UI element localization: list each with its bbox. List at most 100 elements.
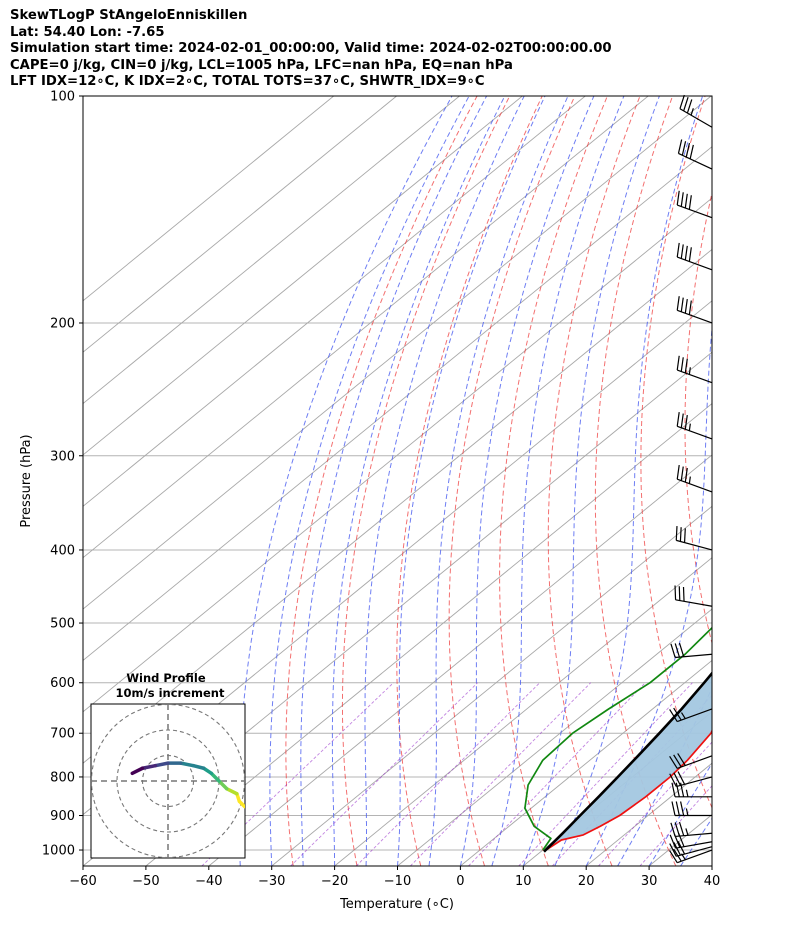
isotherm-gridline xyxy=(208,454,712,866)
y-tick-label: 300 xyxy=(50,449,75,464)
cin-cape-shading xyxy=(544,673,712,852)
hodograph-segment xyxy=(224,786,239,796)
header-location: Lat: 54.40 Lon: -7.65 xyxy=(10,24,165,40)
mixing-ratio-line xyxy=(355,682,541,866)
isotherm-gridline xyxy=(334,557,712,866)
isotherm-gridline xyxy=(83,96,523,456)
hodograph-segment xyxy=(153,761,170,768)
header-station: SkewTLogP StAngeloEnniskillen xyxy=(10,8,248,23)
dry-adiabat xyxy=(547,96,641,866)
dry-adiabat xyxy=(341,96,511,866)
parcel-line xyxy=(543,671,712,853)
hodograph-segment xyxy=(179,761,196,768)
wind-barb xyxy=(669,771,713,788)
wind-barb xyxy=(675,526,713,551)
isotherm-gridline xyxy=(271,505,712,866)
moist-adiabat xyxy=(522,96,660,866)
moist-adiabat xyxy=(711,865,712,866)
isotherm-gridline xyxy=(775,96,794,866)
y-tick-label: 200 xyxy=(50,316,75,331)
isotherm-gridline xyxy=(711,865,712,866)
isotherm-gridline xyxy=(83,96,712,610)
x-tick-label: −60 xyxy=(69,874,96,889)
isotherm-gridline xyxy=(83,197,712,713)
y-tick-label: 700 xyxy=(50,727,75,742)
axes: −60 −50 −40 −30 −20 −10 0 10 20 30 40 100 200 300 400 5… xyxy=(42,90,720,890)
isotherm-gridline xyxy=(83,96,397,353)
isotherm-gridline xyxy=(397,608,712,866)
dry-adiabat xyxy=(728,96,794,866)
x-tick-label: −20 xyxy=(321,874,348,889)
hodograph-segment xyxy=(209,771,221,783)
hodograph-subtitle: 10m/s increment xyxy=(116,686,225,700)
hodograph-title: Wind Profile xyxy=(126,671,206,685)
y-tick-label: 100 xyxy=(50,90,75,105)
x-tick-label: 20 xyxy=(578,874,595,889)
wind-barb xyxy=(676,464,713,493)
moist-adiabat xyxy=(269,96,470,866)
moist-adiabat xyxy=(554,96,704,866)
mixing-ratio-line xyxy=(598,741,712,866)
dewpoint-line xyxy=(524,626,712,851)
x-tick-label: 10 xyxy=(515,874,532,889)
y-tick-label: 800 xyxy=(50,770,75,785)
wind-barb xyxy=(676,242,713,271)
mixing-ratio-line xyxy=(410,682,592,866)
header-cape-line: CAPE=0 j/kg, CIN=0 j/kg, LCL=1005 hPa, L… xyxy=(10,57,513,73)
wind-barb xyxy=(671,801,712,817)
wind-barb xyxy=(674,585,713,607)
temperature-line xyxy=(545,728,712,851)
x-axis-label: Temperature (∘C) xyxy=(339,897,454,912)
chart-header: SkewTLogP StAngeloEnniskillen Lat: 54.40… xyxy=(10,8,612,91)
y-tick-label: 500 xyxy=(50,617,75,632)
dry-adiabat xyxy=(640,96,712,809)
mixing-ratio-line xyxy=(290,682,478,866)
wind-barb xyxy=(676,355,713,384)
isotherm-gridline xyxy=(83,96,586,507)
mixing-ratio-line xyxy=(639,785,712,866)
y-tick-label: 400 xyxy=(50,543,75,558)
header-times: Simulation start time: 2024-02-01_00:00:… xyxy=(10,41,612,57)
wind-barb xyxy=(669,848,713,864)
isotherm-gridline xyxy=(83,146,712,662)
isotherm-gridline xyxy=(83,96,460,405)
hodograph-segment xyxy=(140,763,157,770)
wind-barb xyxy=(676,190,713,219)
wind-barb xyxy=(669,707,713,723)
x-tick-label: −50 xyxy=(132,874,159,889)
moist-adiabat xyxy=(331,96,506,866)
mixing-ratio-line xyxy=(468,682,646,866)
dry-adiabat xyxy=(499,96,608,866)
x-tick-label: −30 xyxy=(258,874,285,889)
wind-barb xyxy=(677,139,713,170)
x-tick-label: 30 xyxy=(641,874,658,889)
wind-barb xyxy=(670,642,713,659)
x-tick-label: 0 xyxy=(456,874,464,889)
x-tick-label: −40 xyxy=(195,874,222,889)
moist-adiabat xyxy=(300,96,488,866)
isotherm-gridline xyxy=(83,96,649,559)
header-indices-line: LFT IDX=12∘C, K IDX=2∘C, TOTAL TOTS=37∘C… xyxy=(10,74,485,90)
wind-barb xyxy=(671,782,712,798)
y-tick-label: 900 xyxy=(50,809,75,824)
moist-adiabat xyxy=(491,96,625,866)
dry-adiabat xyxy=(594,96,677,866)
dry-adiabat xyxy=(448,96,576,866)
moist-adiabat xyxy=(680,817,712,866)
dry-adiabat xyxy=(769,96,794,866)
isotherm-gridline xyxy=(145,402,712,866)
dry-adiabat xyxy=(285,96,478,866)
wind-barb xyxy=(676,412,713,440)
wind-barb xyxy=(679,94,713,128)
hodograph-inset xyxy=(90,703,246,859)
wind-barb xyxy=(676,296,713,324)
isotherm-gridline xyxy=(460,659,712,866)
hodograph-segment xyxy=(130,766,145,776)
wind-barb xyxy=(669,753,713,770)
x-tick-label: −10 xyxy=(384,874,411,889)
isotherm-gridline xyxy=(83,96,334,302)
moist-adiabat xyxy=(238,96,453,866)
y-axis-label: Pressure (hPa) xyxy=(19,434,34,527)
wind-barb xyxy=(670,821,713,838)
